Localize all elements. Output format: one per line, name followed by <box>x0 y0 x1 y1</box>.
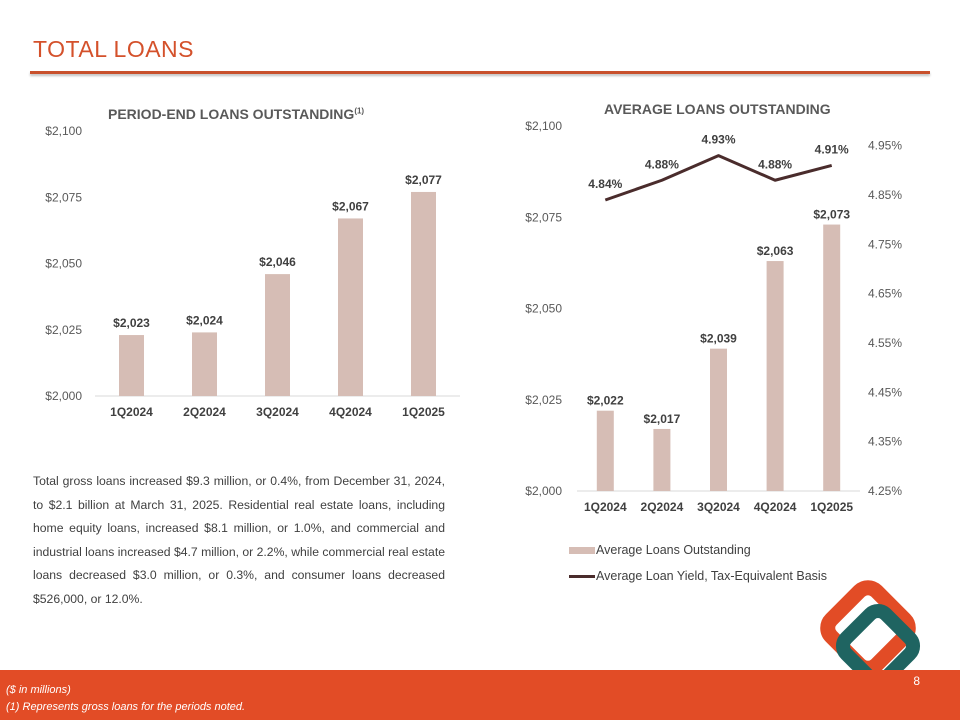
page-title: TOTAL LOANS <box>33 36 195 62</box>
legend-item-bars: Average Loans Outstanding <box>569 543 751 557</box>
legend-swatch-line <box>569 575 595 579</box>
company-logo <box>820 580 921 689</box>
right-bar-data-label: $2,063 <box>757 244 794 258</box>
left-x-tick-label: 1Q2025 <box>402 405 445 419</box>
left-x-tick-label: 1Q2024 <box>110 405 153 419</box>
right-x-tick-label: 2Q2024 <box>641 500 684 514</box>
left-x-tick-label: 2Q2024 <box>183 405 226 419</box>
right-y2-tick-label: 4.95% <box>868 139 902 153</box>
right-y-tick-label: $2,050 <box>525 302 562 316</box>
yield-line <box>604 154 833 202</box>
right-bar-data-label: $2,039 <box>700 332 737 346</box>
right-y-tick-label: $2,075 <box>525 210 562 224</box>
right-y-tick-label: $2,000 <box>525 484 562 498</box>
footnote: (1) Represents gross loans for the perio… <box>6 701 246 713</box>
left-y-tick-label: $2,100 <box>45 124 82 138</box>
yield-data-label: 4.91% <box>815 142 849 156</box>
right-y2-tick-label: 4.75% <box>868 237 902 251</box>
left-y-tick-label: $2,075 <box>45 190 82 204</box>
right-chart-title: AVERAGE LOANS OUTSTANDING <box>604 101 831 117</box>
right-y2-tick-label: 4.65% <box>868 287 902 301</box>
units-note: ($ in millions) <box>6 684 71 696</box>
right-y2-tick-label: 4.45% <box>868 385 902 399</box>
yield-data-label: 4.84% <box>588 177 622 191</box>
right-bar <box>766 261 784 491</box>
left-bar <box>192 332 217 396</box>
left-bar <box>265 274 290 396</box>
left-bar <box>411 191 436 396</box>
left-y-tick-label: $2,000 <box>45 389 82 403</box>
right-bar-data-label: $2,017 <box>644 412 681 426</box>
right-x-tick-label: 1Q2024 <box>584 500 627 514</box>
right-y2-tick-label: 4.55% <box>868 336 902 350</box>
right-y-tick-label: $2,025 <box>525 393 562 407</box>
yield-data-label: 4.93% <box>701 133 735 147</box>
left-data-label: $2,024 <box>186 313 223 327</box>
left-data-label: $2,067 <box>332 199 369 213</box>
left-data-label: $2,023 <box>113 316 150 330</box>
right-bar-data-label: $2,073 <box>813 208 850 222</box>
legend-item-line: Average Loan Yield, Tax-Equivalent Basis <box>569 569 827 583</box>
footer-bar: ($ in millions) (1) Represents gross loa… <box>0 670 960 720</box>
right-y-tick-label: $2,100 <box>525 119 562 133</box>
left-y-tick-label: $2,025 <box>45 323 82 337</box>
right-y2-tick-label: 4.25% <box>868 484 902 498</box>
right-x-tick-label: 4Q2024 <box>754 500 797 514</box>
right-x-tick-label: 3Q2024 <box>697 500 740 514</box>
left-data-label: $2,077 <box>405 173 442 187</box>
left-x-tick-label: 4Q2024 <box>329 405 372 419</box>
left-chart-title-text: PERIOD-END LOANS OUTSTANDING <box>108 106 355 122</box>
legend-label-line: Average Loan Yield, Tax-Equivalent Basis <box>596 569 827 583</box>
right-bar <box>653 428 671 491</box>
charts-canvas: $2,000 $2,025 $2,050 $2,075 $2,100 $2,023 1Q20… <box>45 119 902 514</box>
left-data-label: $2,046 <box>259 255 296 269</box>
yield-data-label: 4.88% <box>645 157 679 171</box>
right-bar-data-label: $2,022 <box>587 394 624 408</box>
legend-label-bars: Average Loans Outstanding <box>596 543 751 557</box>
yield-data-label: 4.88% <box>758 157 792 171</box>
left-x-tick-label: 3Q2024 <box>256 405 299 419</box>
right-bar <box>710 348 727 491</box>
legend-swatch-bars <box>569 547 595 555</box>
right-x-tick-label: 1Q2025 <box>810 500 853 514</box>
left-chart-footnote-mark: (1) <box>354 106 365 116</box>
left-y-tick-label: $2,050 <box>45 257 82 271</box>
left-chart-title: PERIOD-END LOANS OUTSTANDING(1) <box>108 106 364 122</box>
body-text: Total gross loans increased $9.3 million… <box>33 474 445 606</box>
right-y2-tick-label: 4.85% <box>868 188 902 202</box>
right-bar <box>823 224 841 492</box>
left-bar <box>338 218 363 396</box>
right-bar <box>596 410 614 491</box>
page-number: 8 <box>913 674 920 688</box>
title-rule <box>30 71 930 74</box>
left-bar <box>119 335 144 396</box>
right-y2-tick-label: 4.35% <box>868 435 902 449</box>
